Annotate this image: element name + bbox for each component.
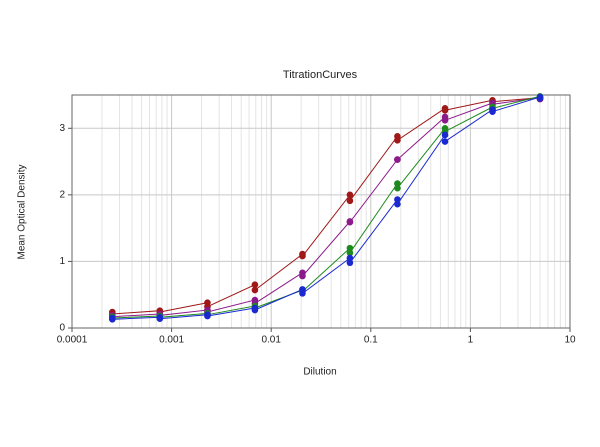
data-point [441,116,449,124]
data-point [346,218,354,226]
data-point [299,252,306,260]
series-line [111,97,541,315]
series-line [111,95,541,319]
data-point [346,197,354,205]
data-point [394,184,401,192]
y-tick-label: 2 [59,189,65,200]
y-tick-label: 3 [59,123,65,134]
y-tick-label: 1 [59,256,65,267]
y-axis-label: Mean Optical Density [17,164,28,259]
data-point [346,259,354,267]
data-point [251,306,259,314]
chart-title: TitrationCurves [283,69,358,81]
data-point [346,249,354,257]
y-tick-label: 0 [59,323,65,334]
data-point [394,156,401,163]
data-point [251,281,259,289]
data-point [299,290,306,297]
x-axis-label: Dilution [303,367,336,378]
data-point [109,316,116,323]
data-point [394,200,401,208]
series-line [111,96,541,320]
data-point [536,95,544,102]
data-point [251,286,259,294]
data-point [394,196,401,203]
data-point [204,312,211,320]
x-tick-label: 0.0001 [57,335,88,346]
plot-area [72,95,570,328]
x-tick-label: 0.1 [364,335,378,346]
data-point [489,108,496,115]
data-point [441,131,449,139]
x-tick-label: 10 [564,335,576,346]
data-point [346,244,354,252]
data-point [394,180,401,187]
data-point [441,107,449,114]
x-tick-label: 0.01 [261,335,281,346]
data-point [156,315,164,322]
x-tick-label: 1 [468,335,474,346]
data-point [346,191,354,199]
data-point [394,136,401,144]
data-point [299,272,306,280]
plot-border [71,94,571,329]
data-point [346,254,354,262]
data-point [441,138,449,145]
x-tick-label: 0.001 [159,335,184,346]
